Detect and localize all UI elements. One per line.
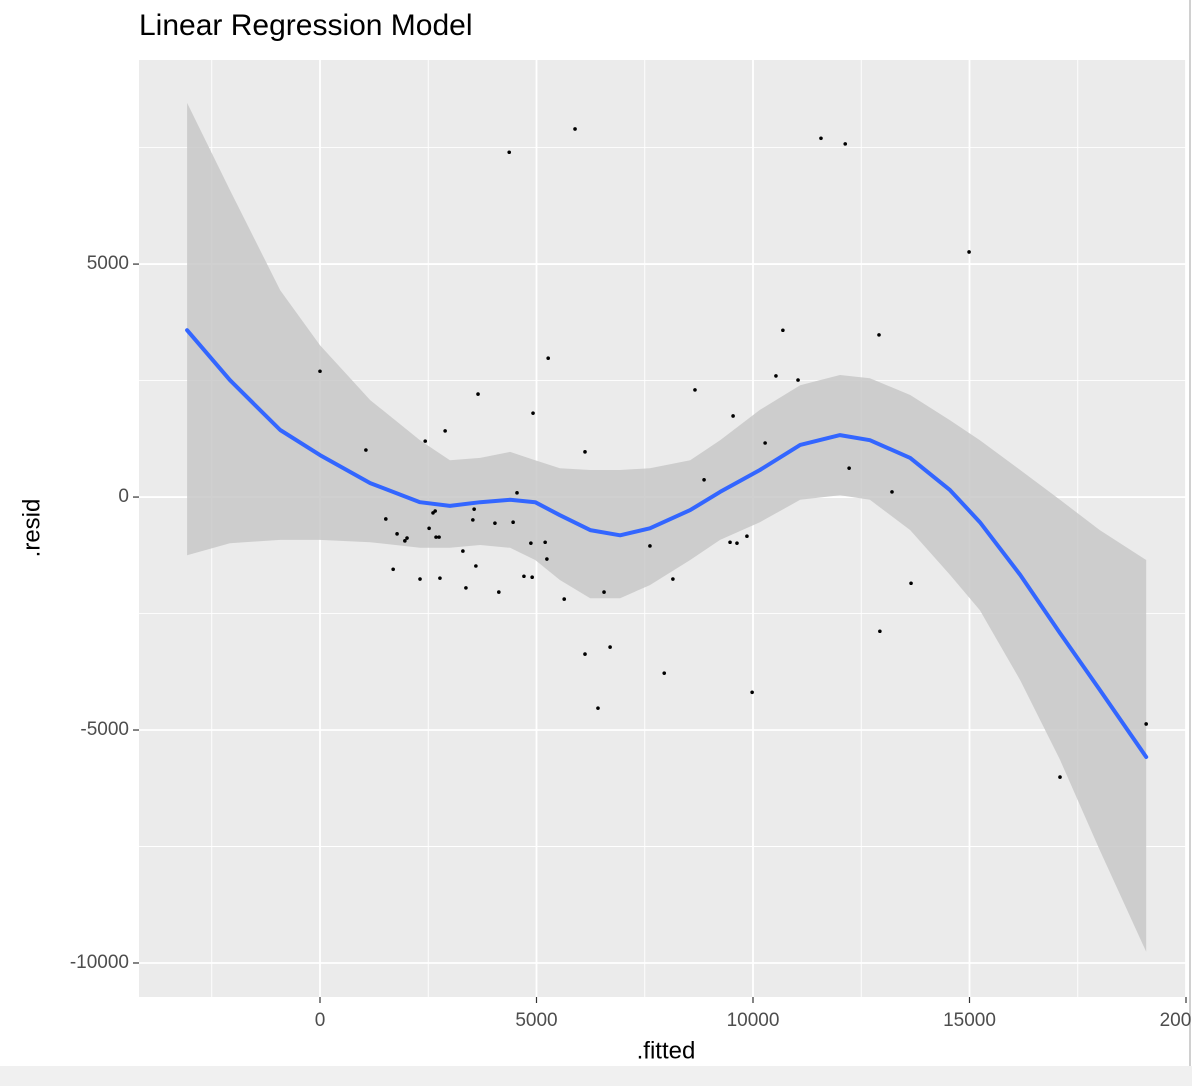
point [796,378,800,382]
point [909,581,913,586]
point [608,645,612,649]
point [731,414,735,418]
point [497,590,501,594]
point [476,392,480,396]
point [403,539,407,543]
point [967,250,971,254]
point [443,429,447,433]
point [847,466,851,470]
point [583,652,587,656]
point [474,564,478,568]
point [774,374,778,378]
point [418,577,422,581]
x-axis-label: .fitted [637,1037,696,1064]
point [493,521,497,525]
point [583,450,587,454]
point [543,540,547,545]
y-tick-label: 5000 [87,253,129,274]
y-tick-label: -5000 [80,719,129,740]
point [763,441,767,445]
point [438,576,442,580]
point [531,411,535,415]
point [391,567,395,572]
point [364,448,368,452]
point [427,526,431,531]
point [318,369,322,374]
point [745,534,749,538]
point [878,629,882,634]
point [562,597,567,601]
point [735,541,739,545]
point [384,517,388,521]
point [423,439,428,443]
x-tick-label: 0 [315,1010,326,1031]
point [530,575,534,579]
point [648,544,652,548]
point [545,557,549,561]
point [750,690,754,695]
x-tick-label: 15000 [943,1010,996,1031]
point [522,574,526,579]
y-axis-label: .resid [18,499,45,558]
point [461,549,465,553]
point [433,509,437,513]
point [890,490,894,494]
point [671,577,675,581]
point [434,535,438,539]
point [573,127,577,131]
point [702,478,706,482]
chart-title: Linear Regression Model [139,9,473,42]
point [437,535,441,539]
point [507,150,512,155]
point [843,142,848,146]
point [546,356,550,360]
point [395,532,399,536]
point [471,518,475,522]
point [1058,775,1062,779]
smooth-line [185,328,1149,759]
point [819,136,823,141]
point [781,328,785,333]
confidence-band [187,102,1147,952]
point [405,536,409,540]
x-tick-label: 20000 [1160,1010,1192,1031]
point [728,540,732,545]
point [602,590,606,594]
point [1144,722,1148,726]
point [529,541,533,545]
x-tick-label: 10000 [727,1010,780,1031]
y-tick-label: -10000 [70,952,129,973]
point [662,671,667,675]
y-tick-label: 0 [118,486,129,507]
point [596,706,600,710]
point [515,491,519,495]
point [472,507,476,511]
point [511,520,515,525]
window-footer [0,1066,1192,1086]
point [464,586,468,590]
plot-layer [139,60,1187,997]
point [693,388,697,392]
point [877,333,881,337]
x-tick-label: 5000 [515,1010,557,1031]
